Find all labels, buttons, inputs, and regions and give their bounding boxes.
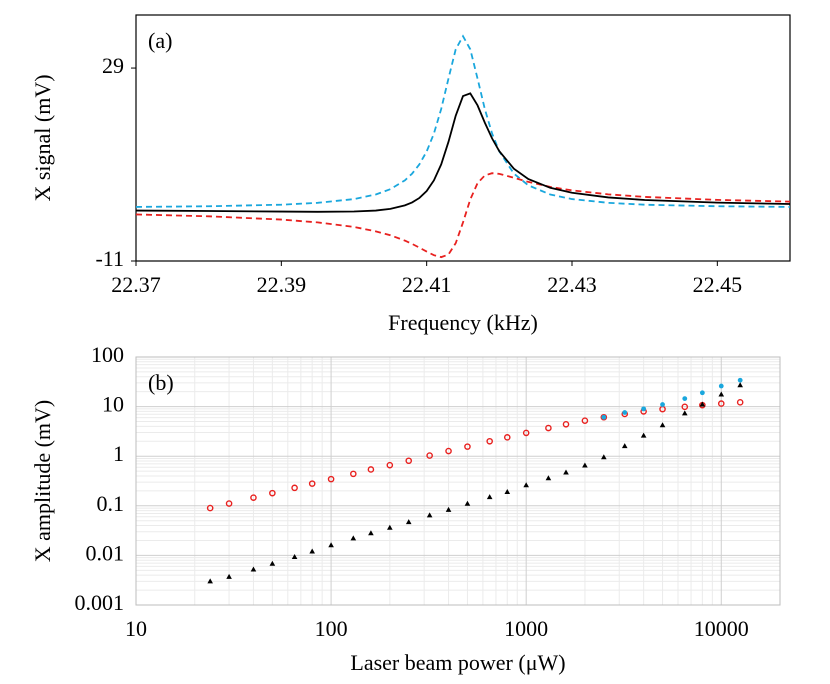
point: [699, 390, 705, 396]
point: [207, 578, 213, 584]
point: [426, 452, 433, 459]
point: [328, 542, 334, 548]
point: [523, 482, 529, 488]
x-tick-label: 10000: [694, 616, 749, 641]
point: [545, 424, 552, 432]
point: [718, 391, 725, 397]
y-tick-label: 0.1: [97, 491, 125, 516]
x-axis-label: Laser beam power (μW): [350, 650, 565, 675]
point: [622, 410, 628, 415]
panel: 22.37 22.39 22.41 22.43 22.45 -11 29 (a) Frequen…: [30, 14, 791, 335]
point: [426, 512, 433, 518]
point: [718, 383, 724, 389]
point: [309, 548, 315, 554]
point: [717, 400, 725, 407]
x-tick-label: 100: [315, 616, 348, 641]
point: [350, 470, 357, 478]
y-tick-label: 0.001: [75, 590, 125, 615]
point: [600, 413, 608, 421]
point: [226, 573, 232, 579]
x-tick-label: 22.41: [402, 272, 452, 297]
plot-frame: [135, 14, 791, 262]
point: [601, 414, 607, 420]
point: [225, 500, 233, 507]
x-tick-label: 22.43: [547, 272, 597, 297]
point: [581, 417, 589, 424]
point: [503, 434, 511, 441]
point: [206, 504, 214, 512]
series-line: [135, 34, 791, 208]
point: [327, 475, 335, 483]
panel: 10 100 1000 10000 0.001 0.01 0.1 1 10 100 (b) Laser…: [30, 342, 781, 675]
plot-frame: [135, 356, 781, 606]
point: [250, 494, 257, 501]
series-line: [135, 172, 791, 259]
y-tick-label: 100: [91, 342, 124, 367]
panel-label: (b): [148, 370, 174, 395]
point: [640, 432, 647, 438]
x-tick-label: 22.45: [693, 272, 743, 297]
point: [660, 402, 665, 407]
point: [368, 530, 374, 536]
panel-label: (a): [148, 28, 172, 53]
point: [545, 475, 552, 481]
point: [582, 462, 588, 468]
point: [621, 443, 628, 449]
point: [601, 454, 607, 460]
point: [522, 429, 530, 437]
point: [405, 457, 413, 465]
point: [682, 396, 688, 401]
point: [291, 484, 298, 492]
y-axis-label: X signal (mV): [30, 74, 55, 201]
x-tick-label: 22.37: [111, 272, 161, 297]
point: [641, 406, 647, 412]
y-axis-label: X amplitude (mV): [30, 400, 55, 563]
y-tick-label: 10: [102, 392, 124, 417]
point: [387, 524, 393, 530]
point: [269, 489, 276, 497]
point: [562, 420, 570, 428]
point: [681, 403, 689, 411]
point: [737, 377, 743, 383]
x-axis-label: Frequency (kHz): [388, 310, 538, 335]
x-tick-label: 10: [125, 616, 147, 641]
point: [291, 553, 298, 559]
point: [486, 437, 493, 445]
series-line: [135, 92, 791, 213]
y-tick-label: 29: [102, 53, 124, 78]
point: [464, 443, 471, 450]
point: [563, 469, 569, 475]
point: [386, 461, 394, 469]
point: [350, 535, 357, 541]
point: [504, 488, 511, 494]
point: [699, 401, 706, 407]
point: [737, 382, 743, 388]
point: [681, 410, 688, 416]
y-tick-label: 0.01: [86, 540, 125, 565]
point: [269, 560, 276, 566]
x-tick-label: 22.39: [257, 272, 307, 297]
point: [367, 466, 375, 473]
point: [486, 494, 493, 500]
point: [659, 422, 666, 428]
y-tick-label: -11: [95, 246, 124, 271]
point: [308, 480, 316, 487]
y-tick-label: 1: [113, 441, 124, 466]
point: [405, 519, 412, 525]
point: [736, 399, 744, 406]
point: [445, 447, 452, 455]
x-tick-label: 1000: [504, 616, 548, 641]
point: [464, 500, 471, 506]
point: [445, 506, 452, 512]
point: [250, 566, 257, 572]
